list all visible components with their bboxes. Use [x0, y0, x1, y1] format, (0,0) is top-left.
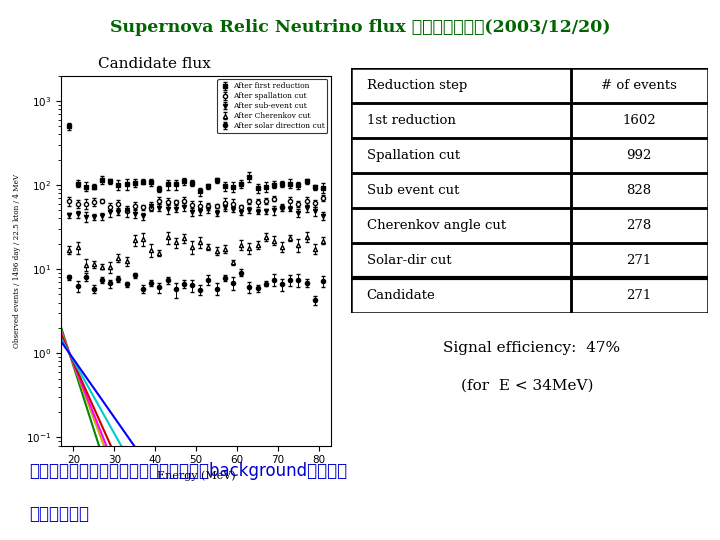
Text: Cherenkov angle cut: Cherenkov angle cut	[366, 219, 506, 232]
Bar	[351, 103, 570, 138]
Bar	[351, 173, 570, 208]
Bar	[570, 278, 708, 313]
Bar	[351, 243, 570, 278]
Text: # of events: # of events	[601, 78, 677, 92]
Text: Sub event cut: Sub event cut	[366, 184, 459, 197]
Text: Spallation cut: Spallation cut	[366, 148, 460, 162]
Text: Solar-dir cut: Solar-dir cut	[366, 254, 451, 267]
Text: 理論モデルの検証のためには、さらなるbackgroundの除去が: 理論モデルの検証のためには、さらなるbackgroundの除去が	[29, 462, 347, 480]
Text: Candidate flux: Candidate flux	[99, 57, 211, 71]
Text: 271: 271	[626, 289, 652, 302]
Bar	[570, 243, 708, 278]
Bar	[570, 103, 708, 138]
Bar	[351, 138, 570, 173]
Bar	[351, 208, 570, 243]
Bar	[570, 68, 708, 103]
X-axis label: Energy (MeV): Energy (MeV)	[157, 471, 235, 481]
Text: 1602: 1602	[622, 113, 656, 127]
Bar	[570, 173, 708, 208]
Y-axis label: Observed events / 1496 day / 22.5 kton / 4 MeV: Observed events / 1496 day / 22.5 kton /…	[12, 173, 21, 348]
Text: (for  E < 34MeV): (for E < 34MeV)	[461, 379, 593, 393]
Text: Candidate: Candidate	[366, 289, 436, 302]
Text: Supernova Relic Neutrino flux の絞込みの現状(2003/12/20): Supernova Relic Neutrino flux の絞込みの現状(20…	[109, 19, 611, 36]
Text: Signal efficiency:  47%: Signal efficiency: 47%	[443, 341, 620, 355]
Text: 求められる。: 求められる。	[29, 505, 89, 523]
Bar	[351, 68, 570, 103]
Text: 992: 992	[626, 148, 652, 162]
Text: 1st reduction: 1st reduction	[366, 113, 456, 127]
Bar	[351, 278, 570, 313]
Bar	[570, 138, 708, 173]
Text: 828: 828	[626, 184, 652, 197]
Legend: After first reduction, After spallation cut, After sub-event cut, After Cherenko: After first reduction, After spallation …	[217, 79, 328, 133]
Text: 278: 278	[626, 219, 652, 232]
Text: 271: 271	[626, 254, 652, 267]
Text: Reduction step: Reduction step	[366, 78, 467, 92]
Bar	[570, 208, 708, 243]
